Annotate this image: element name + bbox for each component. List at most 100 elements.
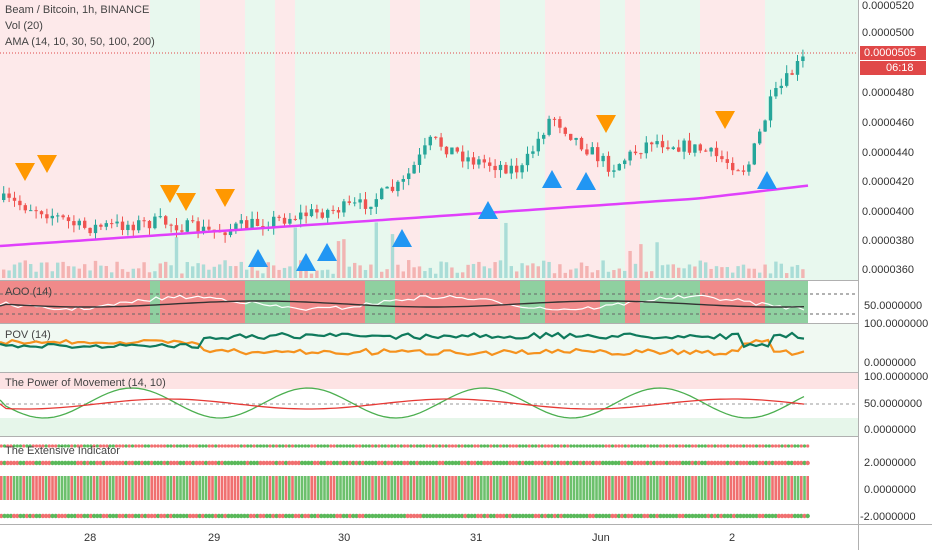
extensive-dot — [437, 460, 442, 466]
candle-body — [353, 202, 357, 204]
extensive-dot — [719, 513, 724, 519]
extensive-bar — [147, 476, 150, 500]
extensive-dot — [664, 513, 670, 519]
extensive-title[interactable]: The Extensive Indicator — [5, 445, 120, 457]
extensive-dot — [396, 444, 400, 448]
extensive-dot — [402, 513, 407, 519]
pov-green-line — [0, 331, 805, 349]
volume-bar — [671, 264, 675, 278]
extensive-dot — [287, 444, 291, 448]
ama-legend[interactable]: AMA (14, 10, 30, 50, 100, 200) — [5, 36, 155, 48]
candle-body — [245, 220, 249, 229]
volume-bar — [239, 261, 243, 278]
extensive-dot — [795, 513, 801, 519]
candle-body — [104, 223, 108, 227]
extensive-dot — [363, 460, 369, 466]
extensive-dot — [390, 444, 394, 448]
extensive-dot — [306, 513, 311, 519]
extensive-dot — [373, 513, 378, 519]
tpm-title[interactable]: The Power of Movement (14, 10) — [5, 377, 166, 389]
extensive-dot — [463, 444, 467, 448]
extensive-dot — [95, 444, 99, 448]
candle-body — [336, 210, 341, 213]
pov-title[interactable]: POV (14) — [5, 329, 51, 341]
extensive-dot — [776, 513, 782, 519]
extensive-dot — [539, 460, 545, 466]
extensive-dot — [802, 460, 807, 466]
candle-body — [617, 164, 621, 171]
extensive-dot — [530, 513, 535, 519]
extensive-dot — [562, 460, 567, 466]
extensive-bar — [595, 476, 598, 500]
extensive-dot — [248, 460, 254, 466]
price-axis-label: 0.0000480 — [862, 87, 914, 99]
extensive-dot — [50, 444, 55, 448]
extensive-dot — [744, 460, 750, 466]
extensive-dot — [786, 444, 791, 448]
extensive-dot — [210, 444, 215, 448]
volume-bar — [50, 271, 54, 278]
candle-body — [201, 226, 206, 233]
extensive-dot — [117, 460, 122, 466]
volume-bar — [147, 272, 152, 278]
extensive-dot — [802, 513, 807, 519]
extensive-dot — [777, 444, 781, 448]
extensive-dot — [37, 460, 42, 466]
extensive-dot — [181, 460, 186, 466]
extensive-dot — [22, 444, 26, 448]
extensive-dot — [575, 460, 580, 466]
extensive-dot — [11, 460, 17, 466]
extensive-dot — [802, 444, 807, 448]
extensive-bar — [438, 476, 441, 500]
extensive-dot — [66, 513, 71, 519]
volume-bar — [639, 244, 643, 278]
extensive-dot — [710, 444, 714, 448]
extensive-dot — [699, 460, 705, 466]
extensive-bar — [563, 476, 566, 500]
extensive-dot — [306, 444, 311, 448]
extensive-bar — [156, 476, 160, 500]
extensive-bar — [633, 476, 637, 500]
extensive-bar — [153, 476, 157, 500]
extensive-dot — [763, 513, 769, 519]
extensive-dot — [76, 444, 80, 448]
candle-body — [736, 170, 740, 172]
candle-body — [374, 199, 378, 207]
extensive-dot — [783, 444, 787, 448]
extensive-dot — [639, 444, 643, 448]
candle-body — [126, 224, 130, 231]
extensive-dot — [59, 513, 65, 519]
extensive-dot — [546, 444, 551, 448]
volume-bar — [99, 265, 103, 278]
extensive-dot — [2, 444, 7, 448]
extensive-dot — [53, 513, 58, 519]
extensive-dot — [24, 513, 30, 519]
candle-body — [191, 220, 195, 222]
extensive-bar — [227, 476, 230, 500]
extensive-dot — [601, 444, 605, 448]
volume-bar — [504, 222, 508, 278]
extensive-dot — [169, 444, 173, 448]
volume-bar — [704, 262, 708, 278]
volume-legend[interactable]: Vol (20) — [5, 20, 43, 32]
aoo-title[interactable]: AOO (14) — [5, 286, 53, 298]
extensive-bar — [566, 476, 569, 500]
pov-orange-line — [0, 338, 805, 357]
extensive-dot — [354, 513, 359, 519]
tpm-oversold-zone — [0, 418, 858, 436]
tpm-axis-label: 100.0000000 — [864, 371, 929, 383]
volume-bar — [536, 266, 540, 278]
volume-bar — [255, 270, 260, 278]
extensive-dot — [745, 444, 749, 448]
extensive-dot — [395, 513, 401, 519]
extensive-bar — [803, 476, 806, 500]
extensive-dot — [261, 460, 266, 466]
volume-bar — [353, 262, 357, 278]
extensive-dot — [345, 444, 349, 448]
extensive-dot — [41, 444, 45, 448]
extensive-dot — [188, 444, 192, 448]
candle-body — [18, 200, 22, 206]
extensive-dot — [66, 444, 71, 448]
extensive-bar — [755, 476, 758, 500]
